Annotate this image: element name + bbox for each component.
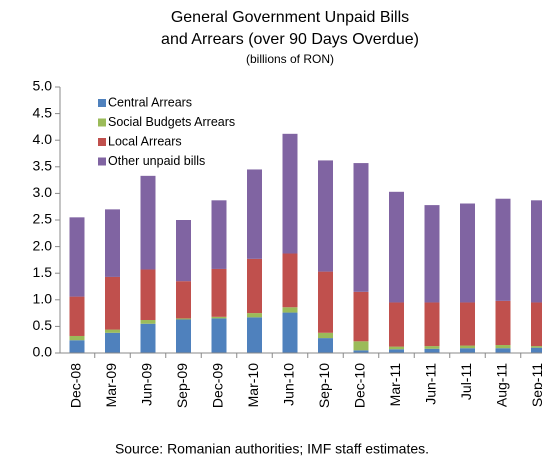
bar-segment — [247, 313, 262, 318]
bar-segment — [282, 133, 298, 254]
bar-segment — [531, 346, 542, 348]
bar-segment — [460, 203, 475, 303]
bar-segment — [105, 332, 120, 353]
bar-segment — [105, 329, 120, 333]
bar-segment — [495, 345, 511, 349]
x-tick-label: Jul-11 — [458, 363, 474, 400]
bar-segment — [247, 258, 262, 314]
legend-label: Social Budgets Arrears — [108, 115, 235, 129]
x-tick-label: Mar-09 — [103, 363, 119, 408]
legend-label: Other unpaid bills — [108, 154, 205, 168]
bar-segment — [69, 296, 85, 336]
bar-segment — [211, 318, 227, 353]
bar-segment — [140, 269, 156, 321]
bar-segment — [318, 338, 333, 353]
bar-segment — [495, 198, 511, 301]
bar-segment — [460, 302, 475, 346]
x-tick-label: Aug-11 — [494, 363, 510, 407]
x-tick-label: Jun-09 — [139, 363, 155, 406]
bar-segment — [140, 320, 156, 324]
bar-segment — [105, 276, 120, 330]
y-tick-label: 3.5 — [33, 158, 53, 174]
x-tick-label: Dec-09 — [210, 363, 226, 408]
legend-swatch — [98, 99, 106, 107]
bar-segment — [176, 319, 191, 353]
bar-segment — [353, 163, 369, 292]
chart-title: General Government Unpaid Bills — [171, 9, 409, 26]
legend-label: Central Arrears — [108, 95, 192, 109]
bar-segment — [176, 220, 191, 282]
y-tick-label: 2.5 — [33, 211, 53, 227]
y-tick-label: 0.0 — [33, 344, 53, 360]
x-tick-label: Mar-10 — [245, 363, 261, 408]
y-tick-label: 1.0 — [33, 291, 53, 307]
chart-title: and Arrears (over 90 Days Overdue) — [161, 31, 419, 48]
x-tick-label: Sep-10 — [316, 363, 332, 408]
bar-segment — [211, 200, 227, 269]
legend-swatch — [98, 138, 106, 146]
bar-segment — [424, 348, 440, 353]
x-tick-label: Jun-10 — [281, 363, 297, 406]
bar-segment — [282, 253, 298, 308]
bar-segment — [389, 191, 404, 303]
bar-segment — [69, 335, 85, 341]
bar-segment — [424, 302, 440, 347]
bar-segment — [353, 350, 369, 353]
bar-segment — [211, 316, 227, 319]
bar-segment — [69, 340, 85, 353]
bar-segment — [282, 307, 298, 313]
bar-segment — [105, 209, 120, 277]
bar-segment — [176, 318, 191, 320]
bar-segment — [140, 175, 156, 270]
y-tick-label: 4.0 — [33, 131, 53, 147]
bar-segment — [424, 205, 440, 303]
x-tick-label: Mar-11 — [387, 363, 403, 407]
y-tick-label: 0.5 — [33, 317, 53, 333]
bar-segment — [531, 200, 542, 303]
x-tick-label: Dec-10 — [352, 363, 368, 408]
bar-segment — [353, 341, 369, 351]
bar-segment — [531, 347, 542, 353]
bar-segment — [460, 348, 475, 353]
bar-segment — [69, 217, 85, 297]
bar-segment — [211, 268, 227, 317]
bar-segment — [424, 346, 440, 349]
y-tick-label: 5.0 — [33, 78, 53, 94]
x-tick-label: Sep-09 — [174, 363, 190, 408]
y-tick-label: 4.5 — [33, 104, 53, 120]
y-tick-label: 3.0 — [33, 184, 53, 200]
bar-segment — [318, 332, 333, 339]
source-note: Source: Romanian authorities; IMF staff … — [115, 441, 429, 457]
y-tick-label: 1.5 — [33, 264, 53, 280]
y-tick-label: 2.0 — [33, 237, 53, 253]
bar-segment — [389, 302, 404, 347]
x-tick-label: Sep-11 — [529, 363, 542, 407]
bar-segment — [247, 169, 262, 259]
bar-segment — [389, 346, 404, 350]
bar-segment — [389, 349, 404, 353]
bar-segment — [318, 160, 333, 272]
bar-segment — [460, 345, 475, 349]
bar-segment — [247, 317, 262, 353]
bar-segment — [318, 271, 333, 333]
bar-segment — [282, 312, 298, 353]
bar-segment — [140, 323, 156, 353]
bar-segment — [495, 348, 511, 353]
bar-segment — [495, 300, 511, 346]
legend-label: Local Arrears — [108, 134, 182, 148]
x-tick-label: Jun-11 — [423, 363, 439, 405]
chart-subtitle: (billions of RON) — [246, 52, 334, 66]
bar-segment — [531, 302, 542, 347]
legend-swatch — [98, 118, 106, 127]
x-tick-label: Dec-08 — [68, 363, 84, 408]
bar-segment — [176, 281, 191, 319]
legend-swatch — [98, 157, 106, 166]
bar-segment — [353, 291, 369, 342]
